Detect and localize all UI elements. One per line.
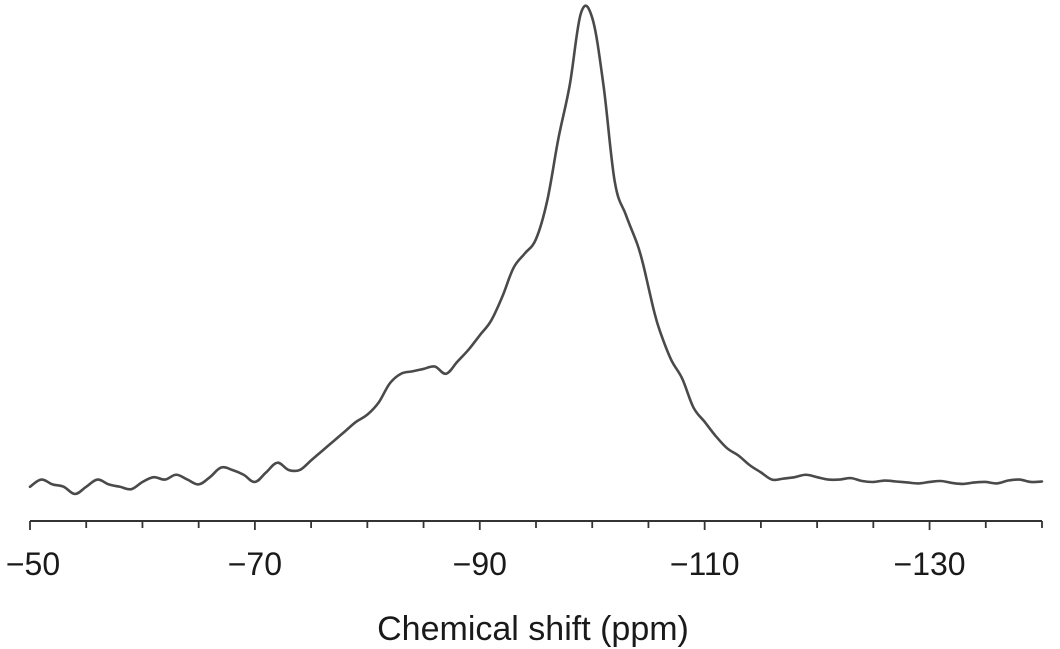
tick-label: −90	[453, 546, 507, 582]
plot-area	[28, 4, 1044, 496]
tick-label: −70	[228, 546, 282, 582]
spectrum-line	[28, 4, 1044, 496]
tick-label: −130	[894, 546, 966, 582]
tick-label: −50	[6, 546, 60, 582]
x-axis-tick-labels: −50 −70 −90 −110 −130	[6, 546, 966, 582]
x-axis-ticks	[29, 521, 1043, 530]
x-axis-label: Chemical shift (ppm)	[377, 610, 689, 648]
tick-label: −110	[670, 546, 740, 582]
